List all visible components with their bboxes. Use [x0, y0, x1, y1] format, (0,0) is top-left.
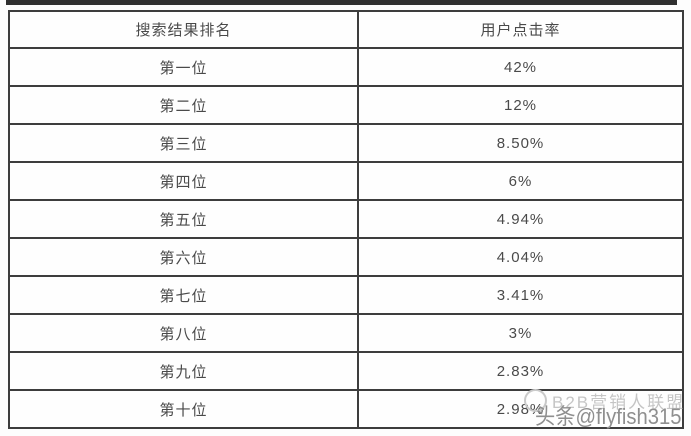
ctr-cell: 2.98% [357, 389, 684, 429]
top-divider-bar [6, 0, 677, 5]
ctr-cell: 6% [357, 161, 684, 201]
rank-cell: 第十位 [8, 389, 359, 429]
rank-cell: 第八位 [8, 313, 359, 353]
rank-cell: 第一位 [8, 47, 359, 87]
ctr-cell: 8.50% [357, 123, 684, 163]
table-row: 第六位 4.04% [8, 237, 684, 277]
rank-cell: 第九位 [8, 351, 359, 391]
rank-cell: 第七位 [8, 275, 359, 315]
watermark-main-text: 头条@flyfish315 [535, 404, 682, 429]
rank-cell: 第六位 [8, 237, 359, 277]
rank-cell: 第二位 [8, 85, 359, 125]
watermark-faint-text: B2B营销人联盟 [552, 393, 686, 412]
watermark-logo-icon [524, 389, 547, 412]
header-rank: 搜索结果排名 [8, 10, 359, 49]
ctr-cell: 3.41% [357, 275, 684, 315]
ctr-cell: 4.04% [357, 237, 684, 277]
rank-cell: 第五位 [8, 199, 359, 239]
table-row: 第九位 2.83% [8, 351, 684, 391]
ctr-cell: 3% [357, 313, 684, 353]
table-row: 第四位 6% [8, 161, 684, 201]
ctr-cell: 2.83% [357, 351, 684, 391]
rank-cell: 第三位 [8, 123, 359, 163]
ctr-cell: 42% [357, 47, 684, 87]
table-row: 第七位 3.41% [8, 275, 684, 315]
table-row: 第二位 12% [8, 85, 684, 125]
table-row: 第五位 4.94% [8, 199, 684, 239]
ctr-cell: 4.94% [357, 199, 684, 239]
ctr-table: 搜索结果排名 用户点击率 第一位 42% 第二位 12% 第三位 8.50% 第… [8, 10, 684, 429]
ctr-cell: 12% [357, 85, 684, 125]
table-row: 第八位 3% [8, 313, 684, 353]
table-row: 第十位 2.98% [8, 389, 684, 429]
table-row: 第一位 42% [8, 47, 684, 87]
table-row: 第三位 8.50% [8, 123, 684, 163]
table-header-row: 搜索结果排名 用户点击率 [8, 10, 684, 49]
rank-cell: 第四位 [8, 161, 359, 201]
header-ctr: 用户点击率 [357, 10, 684, 49]
